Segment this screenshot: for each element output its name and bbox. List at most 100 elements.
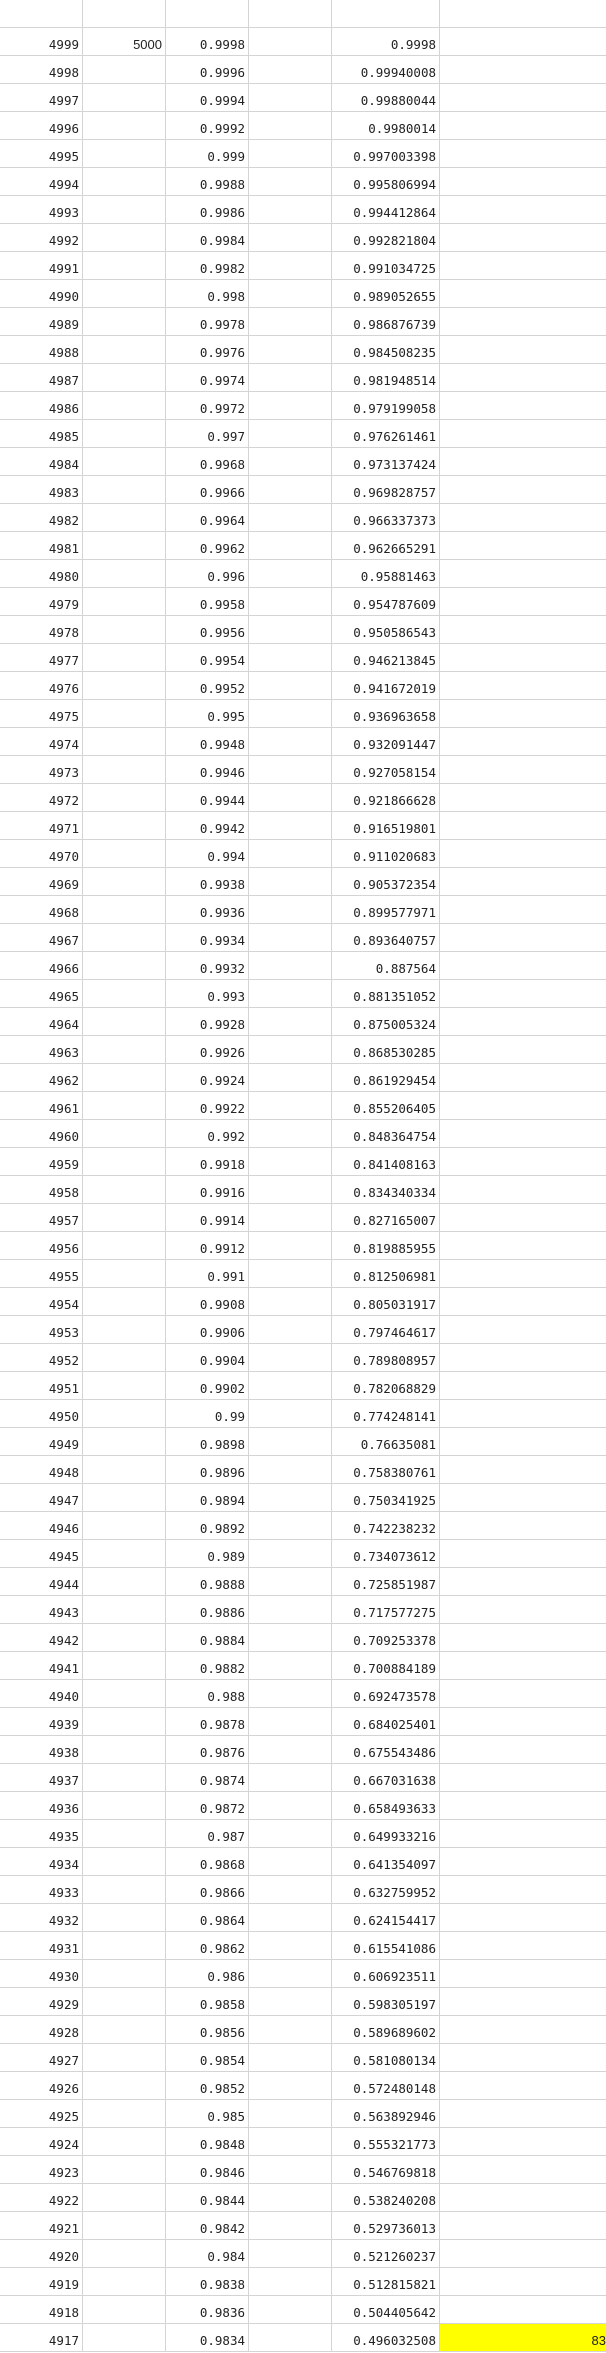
cell-c[interactable]: 0.9872: [166, 1792, 249, 1819]
cell-f[interactable]: [440, 1876, 606, 1903]
cell-e[interactable]: 0.984508235: [332, 336, 440, 363]
cell-c[interactable]: 0.9956: [166, 616, 249, 643]
cell-b[interactable]: [83, 1736, 166, 1763]
cell-f[interactable]: [440, 1792, 606, 1819]
cell-f[interactable]: [440, 2128, 606, 2155]
cell-d[interactable]: [249, 140, 332, 167]
cell-f[interactable]: [440, 28, 606, 55]
cell-b[interactable]: [83, 1512, 166, 1539]
cell-a[interactable]: 4969: [0, 868, 83, 895]
cell-b[interactable]: [83, 1484, 166, 1511]
cell-a[interactable]: 4983: [0, 476, 83, 503]
cell-e[interactable]: 0.649933216: [332, 1820, 440, 1847]
cell-d[interactable]: [249, 1792, 332, 1819]
cell-e[interactable]: 0.742238232: [332, 1512, 440, 1539]
cell-c[interactable]: 0.9894: [166, 1484, 249, 1511]
cell-a[interactable]: 4942: [0, 1624, 83, 1651]
cell-c[interactable]: 0.998: [166, 280, 249, 307]
cell-c[interactable]: 0.9932: [166, 952, 249, 979]
cell-b[interactable]: [83, 1316, 166, 1343]
cell-b[interactable]: [83, 1932, 166, 1959]
cell-f[interactable]: [440, 2240, 606, 2267]
cell-d[interactable]: [249, 168, 332, 195]
cell-e[interactable]: 0.861929454: [332, 1064, 440, 1091]
cell-c[interactable]: 0.995: [166, 700, 249, 727]
cell-f[interactable]: [440, 1148, 606, 1175]
cell-c[interactable]: 0.9948: [166, 728, 249, 755]
cell-d[interactable]: [249, 1512, 332, 1539]
cell-a[interactable]: 4974: [0, 728, 83, 755]
cell-f[interactable]: [440, 588, 606, 615]
cell-c[interactable]: 0.994: [166, 840, 249, 867]
cell-b[interactable]: [83, 1596, 166, 1623]
cell-b[interactable]: [83, 1624, 166, 1651]
cell-e[interactable]: 0.782068829: [332, 1372, 440, 1399]
cell-c[interactable]: 0.99: [166, 1400, 249, 1427]
cell-e[interactable]: 0.774248141: [332, 1400, 440, 1427]
cell-b[interactable]: [83, 2016, 166, 2043]
cell-f[interactable]: [440, 1400, 606, 1427]
cell-d[interactable]: [249, 868, 332, 895]
cell-b[interactable]: [83, 1176, 166, 1203]
cell-f[interactable]: [440, 2184, 606, 2211]
cell-b[interactable]: [83, 1036, 166, 1063]
cell-f[interactable]: [440, 1008, 606, 1035]
cell-c[interactable]: 0.9922: [166, 1092, 249, 1119]
cell-b[interactable]: [83, 1204, 166, 1231]
cell-f[interactable]: [440, 1064, 606, 1091]
cell-d[interactable]: [249, 1400, 332, 1427]
cell-e[interactable]: 0.9980014: [332, 112, 440, 139]
cell-d[interactable]: [249, 1764, 332, 1791]
cell-f[interactable]: [440, 728, 606, 755]
cell-e[interactable]: 0.868530285: [332, 1036, 440, 1063]
cell-d[interactable]: [249, 1008, 332, 1035]
cell-d[interactable]: [249, 252, 332, 279]
cell-e[interactable]: 0.905372354: [332, 868, 440, 895]
cell-e[interactable]: 0.911020683: [332, 840, 440, 867]
cell-a[interactable]: 4993: [0, 196, 83, 223]
cell-e[interactable]: 0.529736013: [332, 2212, 440, 2239]
cell-c[interactable]: 0.9898: [166, 1428, 249, 1455]
cell-b[interactable]: [83, 1148, 166, 1175]
cell-d[interactable]: [249, 812, 332, 839]
cell-f[interactable]: [440, 1932, 606, 1959]
cell-b[interactable]: [83, 924, 166, 951]
cell-f[interactable]: [440, 2016, 606, 2043]
cell-a[interactable]: 4961: [0, 1092, 83, 1119]
cell-f[interactable]: [440, 756, 606, 783]
cell-a[interactable]: 4939: [0, 1708, 83, 1735]
cell-a[interactable]: 4917: [0, 2324, 83, 2351]
cell-a[interactable]: 4979: [0, 588, 83, 615]
cell-f[interactable]: [440, 448, 606, 475]
cell-c[interactable]: 0.9974: [166, 364, 249, 391]
cell-d[interactable]: [249, 1148, 332, 1175]
cell-a[interactable]: 4986: [0, 392, 83, 419]
cell-c[interactable]: 0.9994: [166, 84, 249, 111]
cell-a[interactable]: 4975: [0, 700, 83, 727]
cell-b[interactable]: [83, 2184, 166, 2211]
cell[interactable]: [83, 0, 166, 27]
cell-d[interactable]: [249, 224, 332, 251]
cell-e[interactable]: 0.827165007: [332, 1204, 440, 1231]
cell-e[interactable]: 0.563892946: [332, 2100, 440, 2127]
cell-a[interactable]: 4943: [0, 1596, 83, 1623]
cell-f[interactable]: [440, 1904, 606, 1931]
cell-f[interactable]: [440, 140, 606, 167]
cell-b[interactable]: [83, 2072, 166, 2099]
cell-f[interactable]: [440, 1988, 606, 2015]
cell-b[interactable]: [83, 1064, 166, 1091]
cell-c[interactable]: 0.9996: [166, 56, 249, 83]
cell-c[interactable]: 0.9842: [166, 2212, 249, 2239]
cell-b[interactable]: [83, 2100, 166, 2127]
cell-c[interactable]: 0.9978: [166, 308, 249, 335]
cell-d[interactable]: [249, 2212, 332, 2239]
cell-c[interactable]: 0.9924: [166, 1064, 249, 1091]
cell-c[interactable]: 0.9914: [166, 1204, 249, 1231]
cell-a[interactable]: 4932: [0, 1904, 83, 1931]
cell-e[interactable]: 0.581080134: [332, 2044, 440, 2071]
cell-e[interactable]: 0.986876739: [332, 308, 440, 335]
cell-f[interactable]: [440, 2212, 606, 2239]
cell-d[interactable]: [249, 2268, 332, 2295]
cell-d[interactable]: [249, 1736, 332, 1763]
cell-e[interactable]: 0.848364754: [332, 1120, 440, 1147]
